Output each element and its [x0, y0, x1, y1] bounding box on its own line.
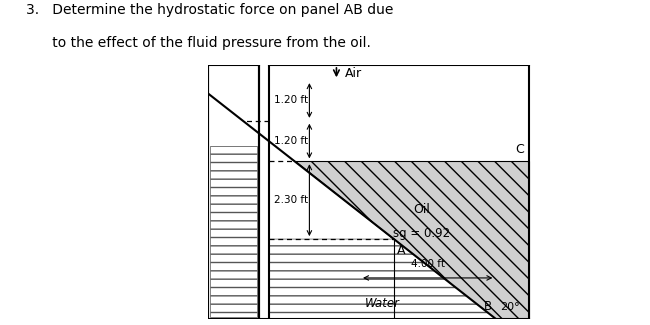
Polygon shape: [269, 239, 495, 318]
Text: Oil: Oil: [413, 203, 430, 216]
Polygon shape: [294, 161, 529, 318]
Text: Air: Air: [345, 67, 362, 80]
Text: 3.   Determine the hydrostatic force on panel AB due: 3. Determine the hydrostatic force on pa…: [26, 3, 393, 17]
Bar: [210, 146, 257, 317]
Text: C: C: [515, 143, 524, 156]
Text: 1.20 ft: 1.20 ft: [274, 96, 307, 106]
Text: 1.20 ft: 1.20 ft: [274, 136, 307, 146]
Text: B: B: [484, 300, 492, 313]
Text: A: A: [397, 244, 406, 257]
Text: 4.00 ft: 4.00 ft: [411, 259, 445, 269]
Text: Water: Water: [365, 297, 400, 310]
Text: to the effect of the fluid pressure from the oil.: to the effect of the fluid pressure from…: [26, 36, 371, 50]
Text: sg = 0.92: sg = 0.92: [393, 227, 450, 240]
Text: 2.30 ft: 2.30 ft: [274, 195, 307, 205]
Text: 20°: 20°: [500, 302, 520, 312]
Polygon shape: [172, 65, 269, 121]
